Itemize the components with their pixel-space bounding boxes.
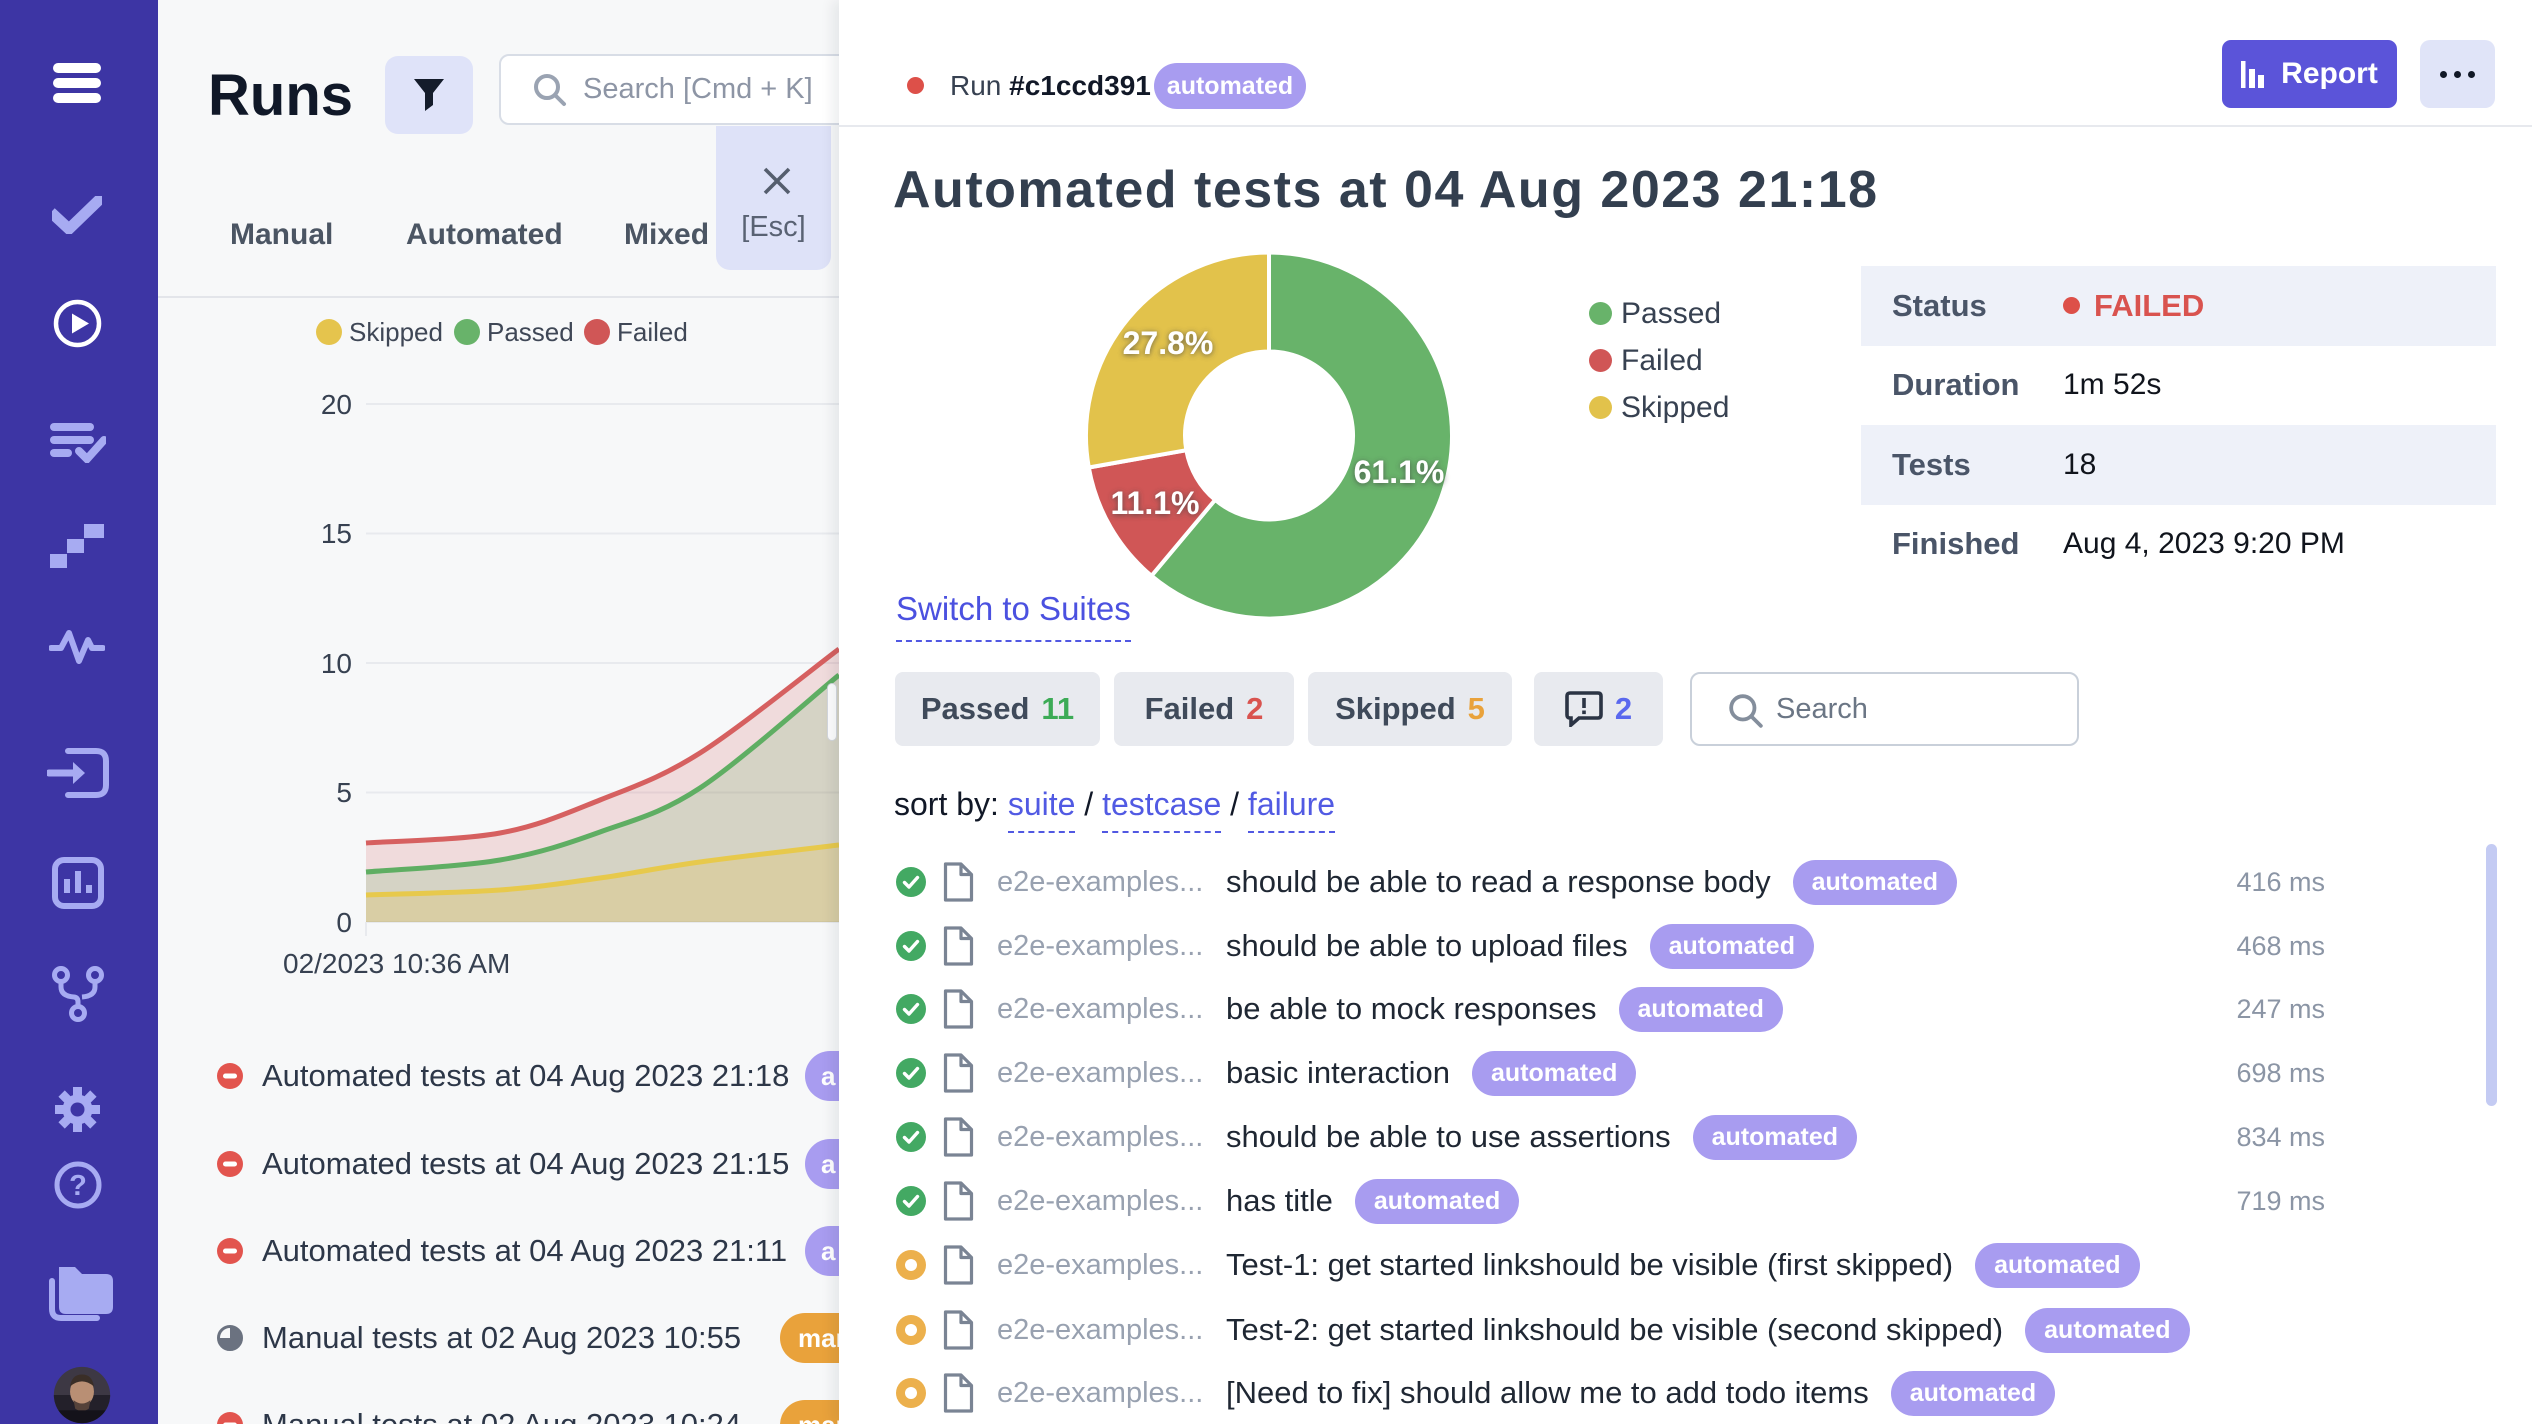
svg-text:61.1%: 61.1% [1354, 454, 1445, 490]
svg-text:?: ? [69, 1170, 87, 1202]
svg-text:Passed: Passed [487, 317, 574, 347]
svg-text:0: 0 [336, 907, 352, 938]
svg-text:11.1%: 11.1% [1111, 485, 1200, 521]
svg-text:27.8%: 27.8% [1123, 325, 1214, 361]
svg-text:15: 15 [321, 518, 352, 549]
svg-text:Skipped: Skipped [349, 317, 443, 347]
svg-text:5: 5 [336, 777, 352, 808]
svg-text:Failed: Failed [617, 317, 688, 347]
svg-text:20: 20 [321, 389, 352, 420]
svg-text:10: 10 [321, 648, 352, 679]
